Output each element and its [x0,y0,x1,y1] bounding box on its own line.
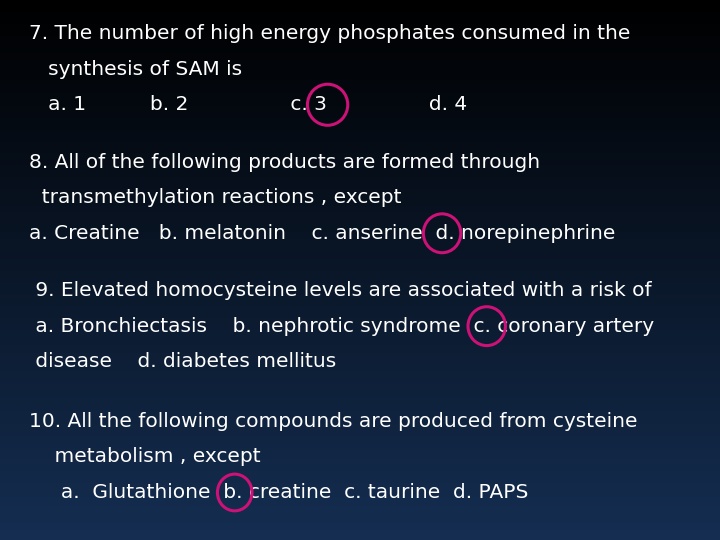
Text: 8. All of the following products are formed through: 8. All of the following products are for… [29,152,540,172]
Text: 9. Elevated homocysteine levels are associated with a risk of: 9. Elevated homocysteine levels are asso… [29,281,652,300]
Text: 7. The number of high energy phosphates consumed in the: 7. The number of high energy phosphates … [29,24,630,43]
Text: disease    d. diabetes mellitus: disease d. diabetes mellitus [29,352,336,372]
Text: 10. All the following compounds are produced from cysteine: 10. All the following compounds are prod… [29,411,637,431]
Text: a. Bronchiectasis    b. nephrotic syndrome  c. coronary artery: a. Bronchiectasis b. nephrotic syndrome … [29,316,654,336]
Text: metabolism , except: metabolism , except [29,447,261,467]
Text: a.  Glutathione  b. creatine  c. taurine  d. PAPS: a. Glutathione b. creatine c. taurine d.… [29,483,528,502]
Text: a. 1          b. 2                c. 3                d. 4: a. 1 b. 2 c. 3 d. 4 [29,95,467,114]
Text: a. Creatine   b. melatonin    c. anserine  d. norepinephrine: a. Creatine b. melatonin c. anserine d. … [29,224,615,243]
Text: synthesis of SAM is: synthesis of SAM is [29,59,242,79]
Text: transmethylation reactions , except: transmethylation reactions , except [29,188,401,207]
